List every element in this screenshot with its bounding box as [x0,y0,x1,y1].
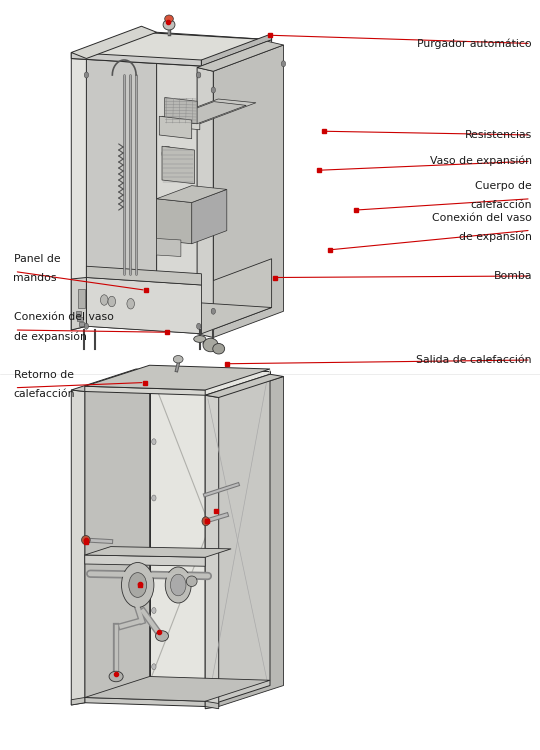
Polygon shape [85,676,270,701]
Polygon shape [71,369,150,392]
Polygon shape [192,190,227,244]
Polygon shape [157,238,181,256]
Ellipse shape [213,344,225,354]
Circle shape [172,150,183,165]
Polygon shape [85,386,205,395]
Ellipse shape [156,631,168,641]
Text: Purgador automático: Purgador automático [417,38,532,49]
Polygon shape [71,53,201,66]
Bar [79,322,84,326]
Circle shape [152,382,156,388]
Text: Conexión del vaso: Conexión del vaso [432,213,532,223]
Text: de expansión: de expansión [14,332,86,342]
Ellipse shape [163,20,175,30]
Ellipse shape [109,671,123,682]
Polygon shape [71,698,85,705]
Ellipse shape [202,517,210,526]
Text: Retorno de: Retorno de [14,370,73,380]
Circle shape [152,664,156,670]
Bar [76,310,81,315]
Polygon shape [157,199,192,244]
Circle shape [84,72,89,78]
Text: Conexión del vaso: Conexión del vaso [14,313,113,322]
Text: Cuerpo de: Cuerpo de [475,182,532,191]
Text: Vaso de expansión: Vaso de expansión [430,156,532,166]
Circle shape [152,439,156,445]
Circle shape [152,608,156,613]
Polygon shape [71,278,86,330]
Polygon shape [85,547,231,557]
Ellipse shape [203,340,213,346]
Circle shape [127,298,134,309]
Polygon shape [86,266,201,285]
Polygon shape [205,701,219,709]
Ellipse shape [165,15,173,22]
Ellipse shape [186,576,197,586]
Polygon shape [85,555,205,566]
Circle shape [162,146,173,161]
Circle shape [152,495,156,501]
Ellipse shape [173,356,183,363]
Polygon shape [162,116,200,130]
Polygon shape [157,186,227,202]
Text: Panel de: Panel de [14,254,60,264]
Circle shape [108,296,116,307]
Ellipse shape [203,338,218,352]
Circle shape [281,61,286,67]
Circle shape [181,152,192,166]
Polygon shape [71,53,86,330]
Polygon shape [162,146,194,184]
Circle shape [152,551,156,557]
Circle shape [129,573,147,597]
Circle shape [100,295,108,305]
Polygon shape [86,300,272,334]
Circle shape [197,323,201,329]
Polygon shape [157,32,272,308]
Polygon shape [197,68,213,338]
Bar [78,289,85,308]
Polygon shape [71,26,157,58]
Circle shape [211,308,215,314]
Polygon shape [71,32,270,66]
Polygon shape [86,278,201,334]
Polygon shape [85,370,150,703]
Text: de expansión: de expansión [459,232,532,242]
Polygon shape [197,41,284,71]
Circle shape [197,72,201,78]
Polygon shape [165,102,246,124]
Polygon shape [165,98,197,124]
Text: Salida de calefacción: Salida de calefacción [416,355,532,365]
Text: Resistencias: Resistencias [464,130,532,140]
Polygon shape [71,390,85,705]
Polygon shape [150,370,270,682]
Text: calefacción: calefacción [14,389,75,399]
Polygon shape [205,374,284,398]
Circle shape [171,574,186,596]
Text: Bomba: Bomba [494,271,532,281]
Ellipse shape [194,335,206,342]
Polygon shape [205,374,270,706]
Polygon shape [219,376,284,706]
Circle shape [211,87,215,93]
Circle shape [84,323,89,329]
Ellipse shape [82,536,90,544]
Polygon shape [205,395,219,709]
Polygon shape [85,365,270,390]
Polygon shape [201,34,272,66]
Polygon shape [201,259,272,334]
Polygon shape [213,45,284,338]
Polygon shape [86,32,157,326]
Polygon shape [162,99,256,124]
Text: mandos: mandos [14,273,57,283]
Text: calefacción: calefacción [470,200,532,210]
Polygon shape [85,698,205,706]
Bar [77,316,83,321]
Circle shape [165,567,191,603]
Circle shape [122,562,154,608]
Polygon shape [159,116,192,139]
